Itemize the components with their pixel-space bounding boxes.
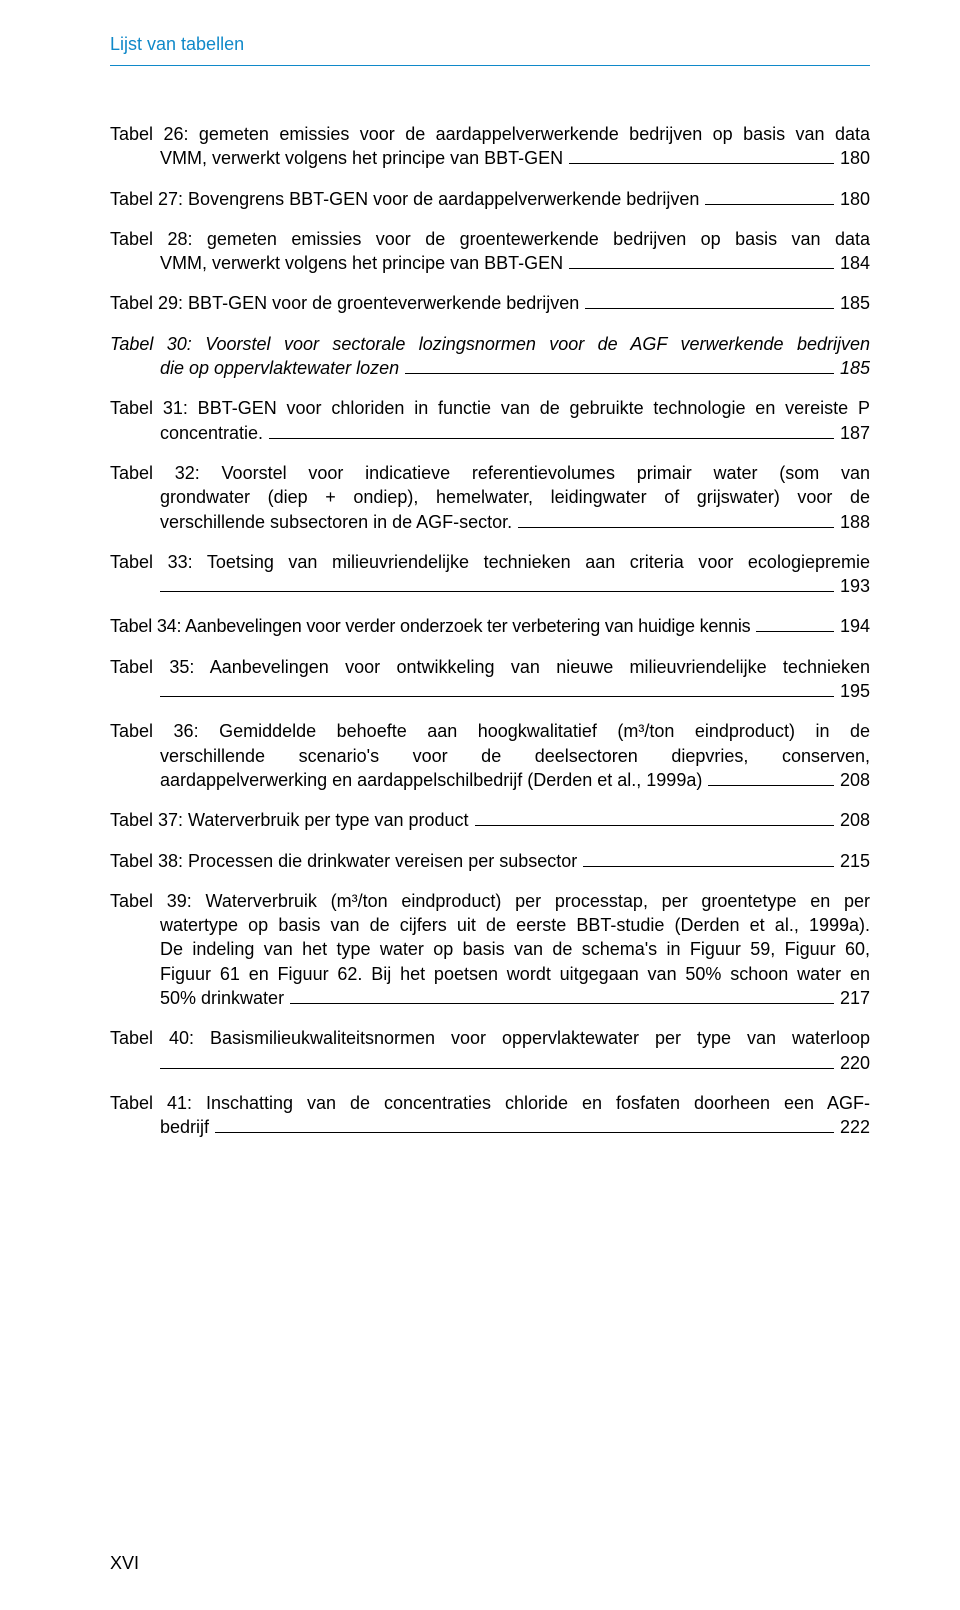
toc-entry-text: bedrijf — [110, 1115, 209, 1139]
toc-entry-line: Tabel 36: Gemiddelde behoefte aan hoogkw… — [110, 719, 870, 743]
toc-entry: Tabel 38: Processen die drinkwater verei… — [110, 849, 870, 873]
toc-leader — [215, 1132, 834, 1133]
toc-entry-row: 220 — [110, 1051, 870, 1075]
toc-leader — [583, 866, 834, 867]
toc-entry-line: verschillende scenario's voor de deelsec… — [110, 744, 870, 768]
page-footer: XVI — [110, 1553, 139, 1574]
toc-page-number: 185 — [840, 291, 870, 315]
toc-entry: Tabel 35: Aanbevelingen voor ontwikkelin… — [110, 655, 870, 704]
toc-entry-row: VMM, verwerkt volgens het principe van B… — [110, 251, 870, 275]
toc-entry: Tabel 32: Voorstel voor indicatieve refe… — [110, 461, 870, 534]
toc-entry-row: 50% drinkwater 217 — [110, 986, 870, 1010]
toc-page-number: 215 — [840, 849, 870, 873]
toc-entry: Tabel 33: Toetsing van milieuvriendelijk… — [110, 550, 870, 599]
toc-entry-row: Tabel 38: Processen die drinkwater verei… — [110, 849, 870, 873]
toc-page-number: 220 — [840, 1051, 870, 1075]
toc-page-number: 194 — [840, 614, 870, 638]
toc-entry-row: Tabel 34: Aanbevelingen voor verder onde… — [110, 614, 870, 638]
toc-entry-text: VMM, verwerkt volgens het principe van B… — [110, 251, 563, 275]
toc-entry: Tabel 27: Bovengrens BBT-GEN voor de aar… — [110, 187, 870, 211]
page-header: Lijst van tabellen — [110, 34, 870, 66]
toc-leader — [405, 373, 834, 374]
toc-entry-text: Tabel 38: Processen die drinkwater verei… — [110, 849, 577, 873]
toc-entry-line: Tabel 32: Voorstel voor indicatieve refe… — [110, 461, 870, 485]
toc-entries: Tabel 26: gemeten emissies voor de aarda… — [110, 122, 870, 1140]
toc-entry-row: bedrijf 222 — [110, 1115, 870, 1139]
toc-entry-line: Tabel 35: Aanbevelingen voor ontwikkelin… — [110, 655, 870, 679]
toc-leader — [518, 527, 834, 528]
toc-entry-row: Tabel 29: BBT-GEN voor de groenteverwerk… — [110, 291, 870, 315]
toc-entry: Tabel 37: Waterverbruik per type van pro… — [110, 808, 870, 832]
toc-entry-line: De indeling van het type water op basis … — [110, 937, 870, 961]
toc-page-number: 217 — [840, 986, 870, 1010]
toc-entry: Tabel 31: BBT-GEN voor chloriden in func… — [110, 396, 870, 445]
toc-leader — [705, 204, 834, 205]
toc-entry-line: watertype op basis van de cijfers uit de… — [110, 913, 870, 937]
toc-entry-line: grondwater (diep + ondiep), hemelwater, … — [110, 485, 870, 509]
toc-entry-text: Tabel 34: Aanbevelingen voor verder onde… — [110, 614, 750, 638]
toc-leader — [569, 163, 834, 164]
toc-entry-row: 193 — [110, 574, 870, 598]
toc-page-number: 180 — [840, 187, 870, 211]
toc-entry: Tabel 28: gemeten emissies voor de groen… — [110, 227, 870, 276]
toc-entry-row: verschillende subsectoren in de AGF-sect… — [110, 510, 870, 534]
toc-leader — [756, 631, 834, 632]
toc-leader — [708, 785, 834, 786]
toc-entry-row: concentratie. 187 — [110, 421, 870, 445]
page-number: XVI — [110, 1553, 139, 1573]
toc-entry: Tabel 26: gemeten emissies voor de aarda… — [110, 122, 870, 171]
toc-entry-text: Tabel 37: Waterverbruik per type van pro… — [110, 808, 469, 832]
toc-leader — [290, 1003, 834, 1004]
toc-leader — [585, 308, 834, 309]
toc-entry-row: aardappelverwerking en aardappelschilbed… — [110, 768, 870, 792]
toc-entry: Tabel 29: BBT-GEN voor de groenteverwerk… — [110, 291, 870, 315]
toc-entry-row: Tabel 37: Waterverbruik per type van pro… — [110, 808, 870, 832]
toc-entry-text: 50% drinkwater — [110, 986, 284, 1010]
toc-entry-line: Tabel 26: gemeten emissies voor de aarda… — [110, 122, 870, 146]
toc-page-number: 184 — [840, 251, 870, 275]
toc-entry-row: die op oppervlaktewater lozen 185 — [110, 356, 870, 380]
toc-entry-line: Tabel 31: BBT-GEN voor chloriden in func… — [110, 396, 870, 420]
toc-entry-text: concentratie. — [110, 421, 263, 445]
toc-entry-text: die op oppervlaktewater lozen — [110, 356, 399, 380]
toc-entry-text: VMM, verwerkt volgens het principe van B… — [110, 146, 563, 170]
toc-page-number: 180 — [840, 146, 870, 170]
toc-entry: Tabel 39: Waterverbruik (m³/ton eindprod… — [110, 889, 870, 1010]
toc-leader — [160, 696, 834, 697]
toc-page-number: 188 — [840, 510, 870, 534]
toc-entry: Tabel 40: Basismilieukwaliteitsnormen vo… — [110, 1026, 870, 1075]
toc-page-number: 222 — [840, 1115, 870, 1139]
toc-entry: Tabel 41: Inschatting van de concentrati… — [110, 1091, 870, 1140]
toc-page-number: 195 — [840, 679, 870, 703]
toc-leader — [475, 825, 834, 826]
toc-leader — [160, 1068, 834, 1069]
toc-page-number: 185 — [840, 356, 870, 380]
toc-entry-line: Tabel 28: gemeten emissies voor de groen… — [110, 227, 870, 251]
toc-entry-text: verschillende subsectoren in de AGF-sect… — [110, 510, 512, 534]
toc-entry-row: Tabel 27: Bovengrens BBT-GEN voor de aar… — [110, 187, 870, 211]
toc-entry-row: 195 — [110, 679, 870, 703]
toc-leader — [569, 268, 834, 269]
toc-entry-line: Tabel 41: Inschatting van de concentrati… — [110, 1091, 870, 1115]
toc-page-number: 208 — [840, 808, 870, 832]
toc-entry-line: Tabel 39: Waterverbruik (m³/ton eindprod… — [110, 889, 870, 913]
toc-page-number: 187 — [840, 421, 870, 445]
toc-leader — [160, 591, 834, 592]
toc-entry-text: aardappelverwerking en aardappelschilbed… — [110, 768, 702, 792]
toc-entry-line: Tabel 40: Basismilieukwaliteitsnormen vo… — [110, 1026, 870, 1050]
toc-entry-row: VMM, verwerkt volgens het principe van B… — [110, 146, 870, 170]
toc-entry-text: Tabel 29: BBT-GEN voor de groenteverwerk… — [110, 291, 579, 315]
toc-entry-line: Tabel 33: Toetsing van milieuvriendelijk… — [110, 550, 870, 574]
toc-page-number: 193 — [840, 574, 870, 598]
toc-entry-line: Figuur 61 en Figuur 62. Bij het poetsen … — [110, 962, 870, 986]
header-title: Lijst van tabellen — [110, 34, 244, 54]
toc-entry: Tabel 34: Aanbevelingen voor verder onde… — [110, 614, 870, 638]
toc-entry: Tabel 30: Voorstel voor sectorale lozing… — [110, 332, 870, 381]
toc-entry-line: Tabel 30: Voorstel voor sectorale lozing… — [110, 332, 870, 356]
toc-entry-text: Tabel 27: Bovengrens BBT-GEN voor de aar… — [110, 187, 699, 211]
toc-entry: Tabel 36: Gemiddelde behoefte aan hoogkw… — [110, 719, 870, 792]
toc-page-number: 208 — [840, 768, 870, 792]
toc-leader — [269, 438, 834, 439]
